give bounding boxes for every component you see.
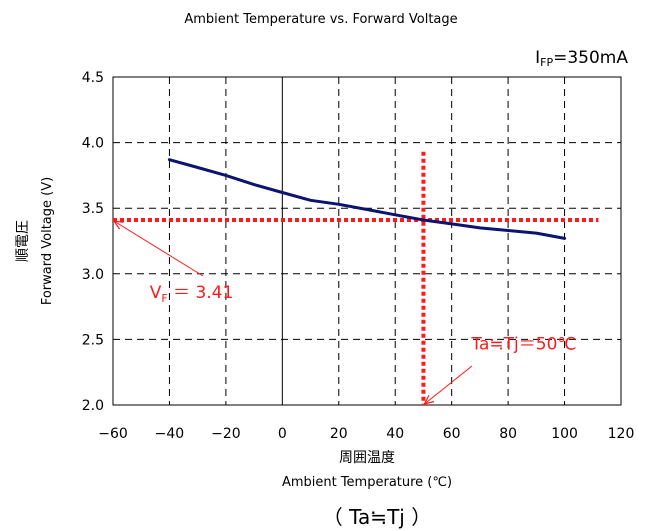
x-tick-label: 120: [608, 426, 635, 442]
x-axis-label: Ambient Temperature (℃): [282, 475, 452, 490]
ta-arrow: [424, 365, 473, 404]
x-tick-label: 0: [278, 426, 287, 442]
vf-prefix: V: [150, 283, 162, 303]
reference-lines: [113, 151, 599, 405]
vf-value: ＝ 3.41: [168, 283, 234, 303]
vf-subscript: F: [161, 292, 167, 305]
x-tick-label: 40: [386, 426, 404, 442]
ta-annotation: Ta≒Tj＝50℃: [470, 334, 576, 354]
x-tick-label: −60: [98, 426, 128, 442]
vf-annotation: VF ＝ 3.41: [150, 283, 234, 305]
x-tick-label: −20: [211, 426, 241, 442]
vf-arrow: [114, 221, 204, 277]
y-tick-label: 4.5: [82, 70, 104, 86]
x-tick-label: 20: [330, 426, 348, 442]
y-axis-label: Forward Voltage (V): [40, 177, 55, 305]
x-tick-label: −40: [155, 426, 185, 442]
y-tick-label: 2.5: [82, 332, 104, 348]
tick-labels: −60 −40 −20 0 20 40 60 80 100 120 2.0 2.5 3.0 3.5 4.0 4…: [82, 70, 635, 442]
y-tick-label: 2.0: [82, 398, 104, 414]
y-tick-label: 3.0: [82, 267, 104, 283]
y-tick-label: 3.5: [82, 201, 104, 217]
chart-title: Ambient Temperature vs. Forward Voltage: [184, 12, 457, 27]
grid: [113, 77, 621, 405]
footnote: （ Ta≒Tj ）: [323, 505, 431, 529]
annotations: VF ＝ 3.41 Ta≒Tj＝50℃: [114, 221, 577, 404]
y-axis-label-jp: 順電圧: [15, 220, 31, 262]
x-tick-label: 100: [551, 426, 578, 442]
plot-area: [112, 76, 622, 406]
condition-subscript: FP: [540, 56, 553, 69]
series-layer: [167, 158, 567, 240]
x-tick-label: 80: [499, 426, 517, 442]
condition-prefix: I: [535, 48, 540, 68]
x-axis-label-jp: 周囲温度: [339, 450, 395, 466]
x-tick-label: 60: [443, 426, 461, 442]
y-tick-label: 4.0: [82, 136, 104, 152]
series-line: [167, 158, 567, 240]
condition-label: IFP=350mA: [535, 48, 628, 69]
condition-suffix: =350mA: [553, 48, 628, 68]
